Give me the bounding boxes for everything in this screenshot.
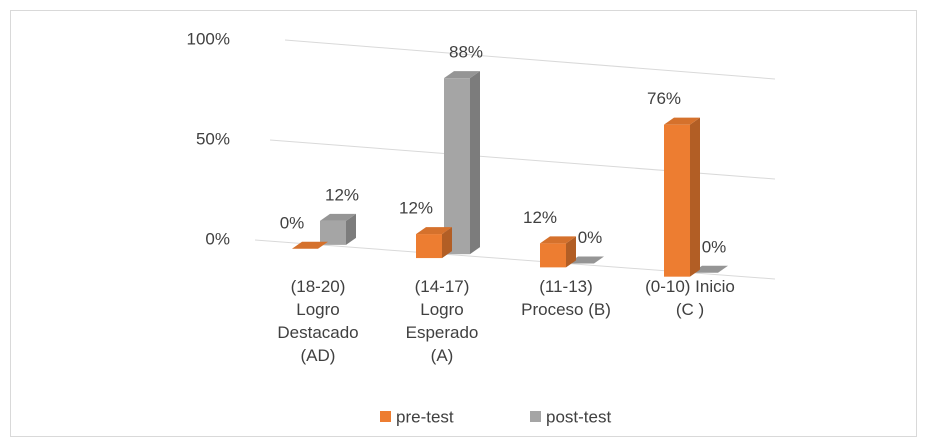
bar xyxy=(444,71,480,255)
value-label: 12% xyxy=(523,208,557,227)
x-tick-label: (0-10) Inicio (C ) xyxy=(645,277,735,319)
bar-front xyxy=(540,243,566,268)
y-tick-label: 0% xyxy=(205,229,230,248)
bar xyxy=(320,213,356,245)
bar-top xyxy=(416,227,452,235)
bar xyxy=(416,227,452,259)
bar-front xyxy=(444,78,470,255)
bar-side xyxy=(346,213,356,245)
x-tick-label: (11-13) Proceso (B) xyxy=(521,277,611,319)
grid-line xyxy=(284,39,776,80)
value-label: 76% xyxy=(647,89,681,108)
bar-side xyxy=(690,117,700,277)
bar-front xyxy=(320,220,346,245)
value-label: 0% xyxy=(702,237,727,256)
bar-side xyxy=(470,71,480,255)
legend-label: pre-test xyxy=(396,407,454,426)
bar-top xyxy=(292,241,328,249)
value-label: 12% xyxy=(325,185,359,204)
value-label: 0% xyxy=(280,213,305,232)
value-label: 0% xyxy=(578,228,603,247)
bar-front xyxy=(664,124,690,277)
x-tick-label: (18-20) Logro Destacado (AD) xyxy=(277,277,359,365)
bar xyxy=(692,265,728,273)
bar-top xyxy=(664,117,700,125)
value-label: 88% xyxy=(449,43,483,62)
x-tick-label: (14-17) Logro Esperado (A) xyxy=(405,277,479,365)
legend-swatch xyxy=(530,411,541,422)
bar-top xyxy=(568,256,604,264)
value-label: 12% xyxy=(399,199,433,218)
bar xyxy=(664,117,700,277)
y-tick-label: 50% xyxy=(196,129,230,148)
bar xyxy=(292,241,328,249)
bar-top xyxy=(444,71,480,79)
bar-front xyxy=(416,234,442,259)
bar xyxy=(540,236,576,268)
bar-top xyxy=(692,265,728,273)
bar-top xyxy=(540,236,576,244)
bar-side xyxy=(442,227,452,259)
legend-swatch xyxy=(380,411,391,422)
bar-top xyxy=(320,213,356,221)
y-tick-label: 100% xyxy=(187,29,230,48)
bar xyxy=(568,256,604,264)
bar-side xyxy=(566,236,576,268)
legend-label: post-test xyxy=(546,407,611,426)
